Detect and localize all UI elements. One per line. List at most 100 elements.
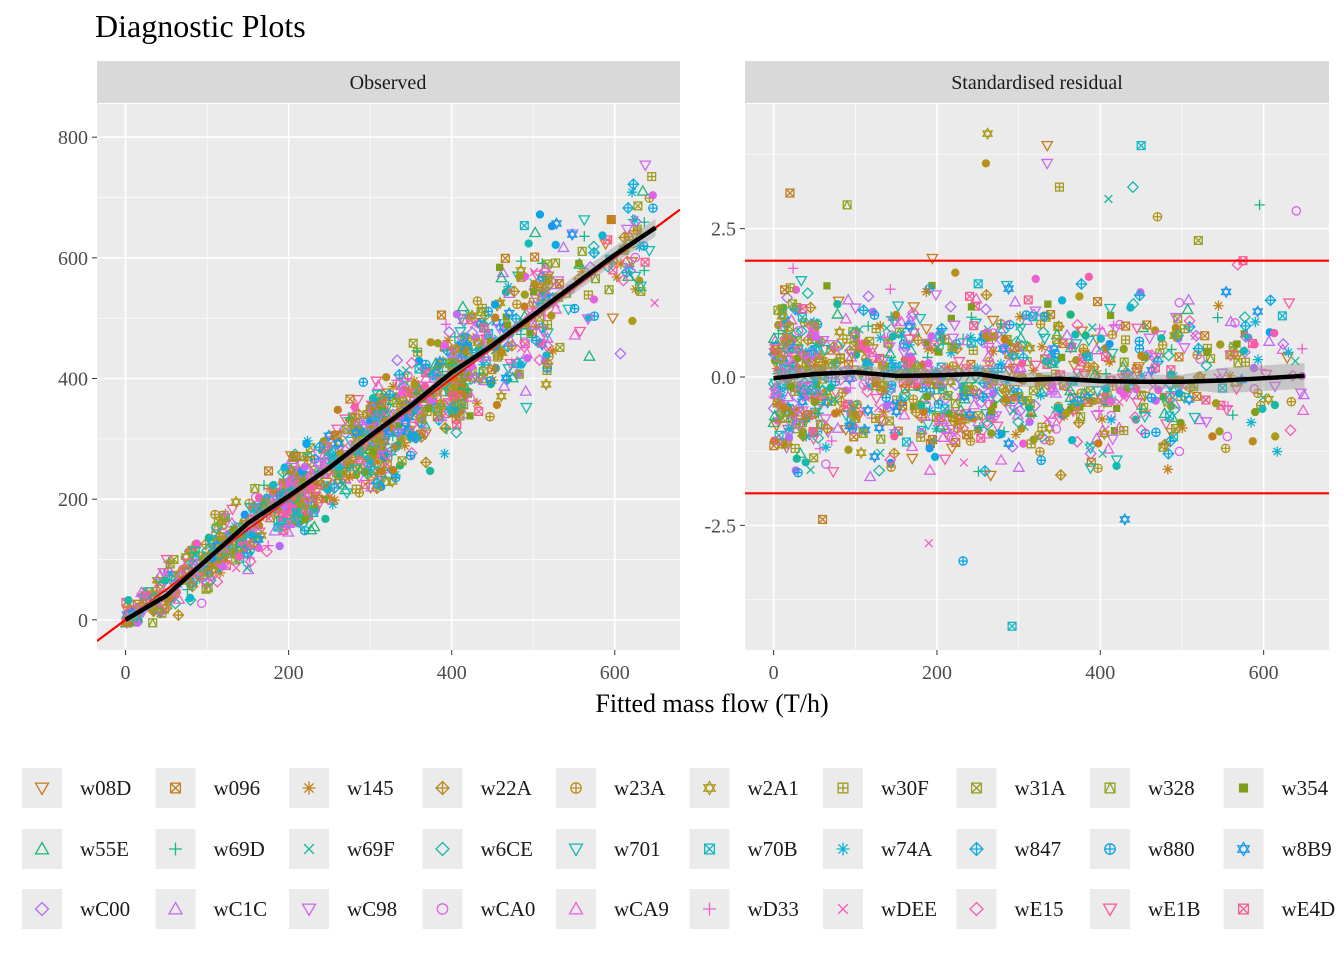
observed-point <box>284 520 296 531</box>
residual-point <box>950 398 960 409</box>
residual-point <box>1060 328 1074 340</box>
residual-point <box>787 299 798 309</box>
residual-point <box>1252 305 1264 319</box>
residual-point <box>1258 404 1267 414</box>
residual-point <box>786 382 796 391</box>
residual-point <box>1071 395 1084 408</box>
residual-point <box>948 434 959 445</box>
observed-point <box>485 376 496 386</box>
legend-symbol-icon <box>435 841 450 857</box>
residual-point <box>818 344 832 356</box>
residual-point <box>859 337 871 349</box>
residual-point <box>1222 431 1233 442</box>
residual-point <box>951 268 960 277</box>
residual-point <box>1264 294 1277 307</box>
observed-point <box>529 267 539 277</box>
observed-point <box>392 428 405 440</box>
residual-point <box>1200 359 1213 372</box>
legend-item: wDEE <box>823 889 937 929</box>
residual-point <box>1212 312 1223 323</box>
observed-point <box>304 523 318 535</box>
residual-point <box>1040 140 1054 153</box>
observed-point <box>269 480 278 490</box>
observed-point <box>153 584 167 596</box>
residual-point <box>986 315 1000 327</box>
residual-point <box>1012 415 1025 429</box>
residual-point <box>1006 440 1019 454</box>
observed-point <box>583 349 596 361</box>
residual-point <box>783 423 795 434</box>
residual-point <box>870 393 883 405</box>
observed-point <box>188 546 202 558</box>
residual-point <box>981 418 994 431</box>
legend-symbol-icon <box>970 782 983 794</box>
observed-point <box>540 377 552 391</box>
residual-point <box>1190 331 1200 341</box>
residual-point <box>970 389 983 401</box>
observed-point <box>240 510 249 519</box>
residual-point <box>798 431 807 440</box>
observed-point <box>503 281 514 293</box>
legend-symbol-icon <box>34 841 50 855</box>
legend-symbol-icon <box>568 843 584 857</box>
observed-point <box>410 431 423 444</box>
observed-point <box>250 483 260 494</box>
residual-point <box>1284 424 1297 437</box>
observed-point <box>344 471 355 483</box>
observed-point <box>263 493 276 506</box>
residual-point <box>1082 335 1096 347</box>
observed-point <box>225 547 235 558</box>
observed-point <box>441 423 453 435</box>
residual-point <box>1286 396 1297 407</box>
observed-point <box>282 518 296 530</box>
observed-point <box>630 252 641 263</box>
legend-item: w55E <box>22 829 129 869</box>
observed-point <box>523 353 532 363</box>
observed-point <box>310 486 323 498</box>
legend-label: wE1B <box>1148 897 1201 921</box>
residual-point <box>862 403 874 417</box>
residual-point <box>1224 315 1238 327</box>
residual-point <box>873 403 883 413</box>
observed-y-tick-label: 200 <box>58 489 88 511</box>
residual-point <box>799 317 810 328</box>
observed-point <box>172 592 186 604</box>
residual-point <box>1014 311 1026 322</box>
observed-point <box>395 422 403 430</box>
residual-point <box>998 384 1009 394</box>
residual-point <box>772 435 783 446</box>
residual-point <box>1040 158 1054 170</box>
residual-point <box>796 383 810 395</box>
observed-point <box>496 263 504 272</box>
observed-point <box>364 423 378 435</box>
observed-point <box>300 462 309 472</box>
observed-point <box>367 437 379 448</box>
residual-point <box>1108 320 1119 331</box>
legend-item: w30F <box>823 768 929 808</box>
observed-point <box>569 303 580 314</box>
residual-point <box>786 344 796 355</box>
observed-y-tick-label: 0 <box>78 610 88 632</box>
observed-point <box>439 448 450 459</box>
residual-point <box>823 282 831 290</box>
residual-point <box>883 400 896 413</box>
residual-point <box>1071 368 1085 380</box>
observed-point <box>512 299 522 310</box>
legend-item: w096 <box>155 768 260 808</box>
observed-point <box>413 347 423 357</box>
residual-point <box>885 283 896 295</box>
residual-point <box>925 444 934 453</box>
residual-point <box>1150 363 1161 373</box>
residual-point <box>1037 422 1047 432</box>
legend-item: wCA9 <box>556 889 669 929</box>
residual-point <box>944 300 957 313</box>
observed-x-tick-label: 0 <box>121 662 131 684</box>
residual-point <box>1024 341 1036 355</box>
residual-point <box>1029 360 1043 372</box>
observed-point <box>375 406 383 414</box>
residual-point <box>924 405 935 416</box>
residual-point <box>1222 401 1234 412</box>
observed-point <box>535 210 545 219</box>
legend-key <box>556 829 596 869</box>
residual-point <box>1171 329 1185 342</box>
